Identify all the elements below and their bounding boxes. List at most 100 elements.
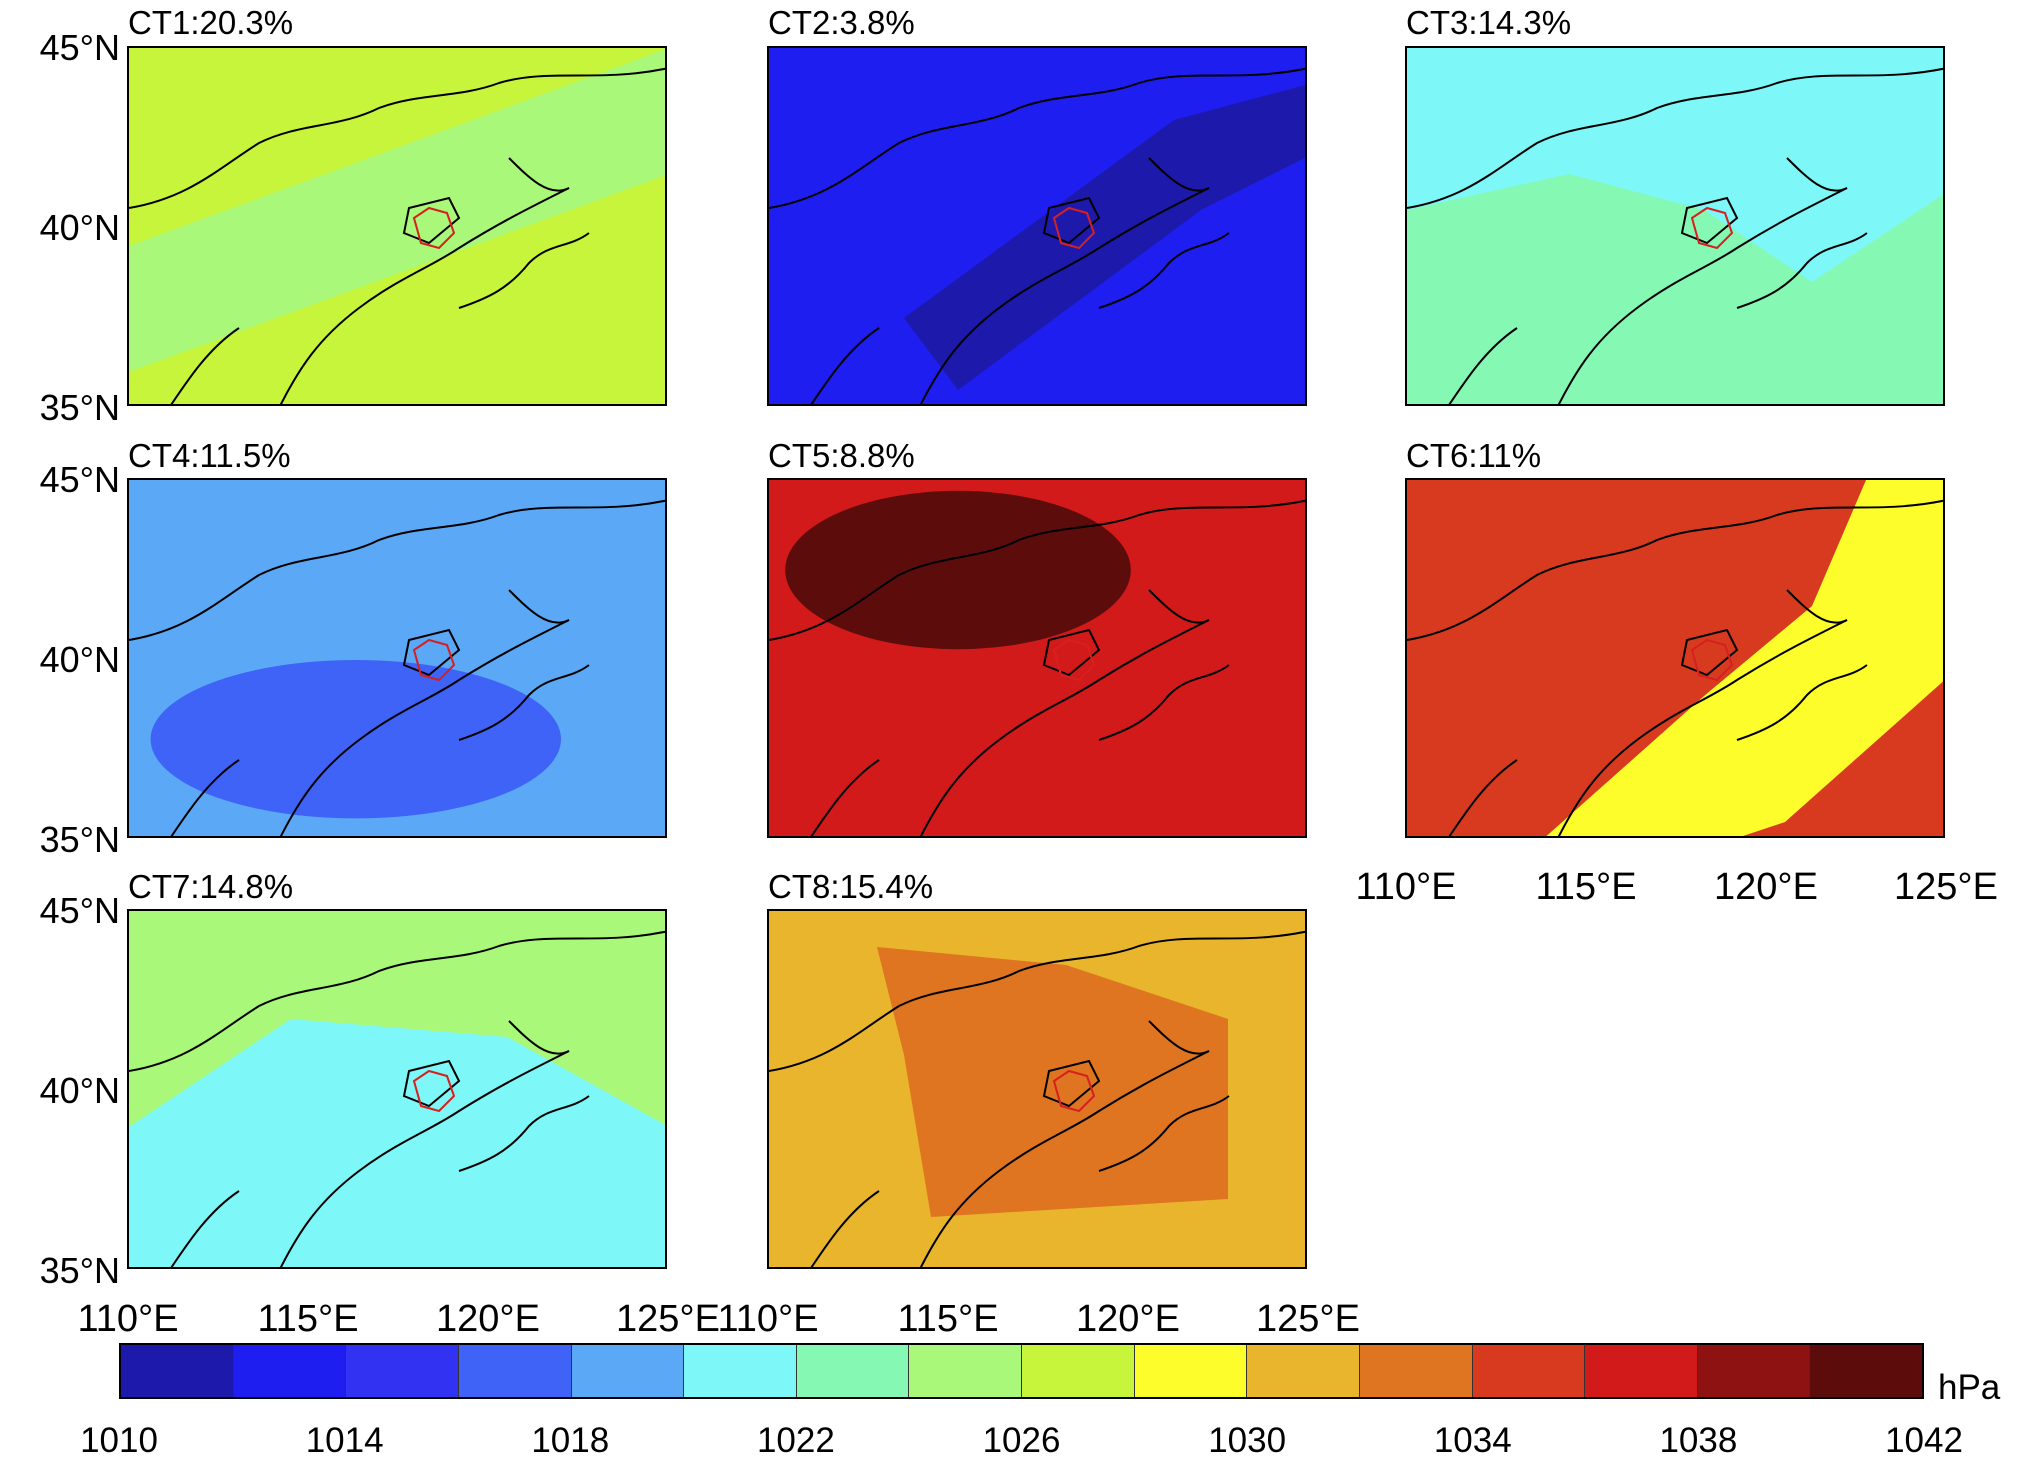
panel-title-ct1: CT1:20.3% [128,4,294,41]
x-tick-label: 110°E [717,1298,819,1340]
colorbar-swatch [1697,1345,1811,1397]
colorbar-swatch [346,1345,459,1397]
x-tick-label: 120°E [436,1298,540,1340]
pressure-fill-secondary [150,660,561,819]
x-tick-label: 120°E [1076,1298,1180,1340]
pressure-fill-secondary [1546,480,1943,836]
map-panel-ct5 [767,478,1307,838]
boundary-line [129,499,665,836]
colorbar-swatch [1810,1345,1922,1397]
boundary-line [769,930,1305,1267]
beijing-boundary [1052,638,1096,682]
boundary-line [1448,157,1868,404]
boundary-line [810,157,1230,404]
beijing-boundary [412,206,456,250]
pressure-field-svg [769,48,1305,404]
pressure-field-svg [129,911,665,1267]
y-tick-label: 40°N [39,207,120,248]
y-tick-label: 45°N [39,459,120,500]
panel-title-ct2: CT2:3.8% [768,4,915,41]
pressure-fill-secondary [129,49,665,372]
pressure-fill-secondary [785,490,1131,650]
colorbar-swatch [121,1345,234,1397]
colorbar-tick-label: 1014 [305,1421,384,1460]
boundary-line [769,67,1305,404]
colorbar-tick-label: 1030 [1208,1421,1287,1460]
boundary-line [769,499,1305,836]
beijing-boundary [1052,1069,1096,1113]
x-tick-label: 110°E [77,1298,179,1340]
colorbar-swatch [1247,1345,1360,1397]
colorbar-swatch [909,1345,1022,1397]
x-tick-label: 120°E [1714,866,1818,908]
y-tick-label: 35°N [39,387,120,428]
colorbar-tick-label: 1042 [1885,1421,1963,1460]
colorbar-swatch [796,1345,910,1397]
boundary-line [129,930,665,1267]
map-panel-ct6 [1405,478,1945,838]
colorbar-swatch [684,1345,797,1397]
colorbar-tick-label: 1026 [982,1421,1061,1460]
map-panel-ct4 [127,478,667,838]
map-panel-ct1 [127,46,667,406]
beijing-boundary [1052,206,1096,250]
colorbar [119,1343,1924,1399]
x-tick-label: 125°E [1256,1298,1360,1340]
panel-title-ct6: CT6:11% [1406,437,1542,474]
map-panel-ct7 [127,909,667,1269]
panel-title-ct5: CT5:8.8% [768,437,915,474]
x-tick-label: 115°E [1535,866,1637,908]
colorbar-tick-label: 1010 [80,1421,158,1460]
pressure-field-svg [1407,480,1943,836]
colorbar-swatch [458,1345,572,1397]
boundary-line [170,589,590,836]
panel-title-ct8: CT8:15.4% [768,868,934,905]
boundary-line [1407,499,1943,836]
boundary-line [1448,589,1868,836]
pressure-field-svg [129,480,665,836]
boundary-line [170,1020,590,1267]
y-tick-label: 40°N [39,639,120,680]
pressure-fill-secondary [904,85,1305,390]
y-tick-label: 45°N [39,890,120,931]
panel-title-ct4: CT4:11.5% [128,437,291,474]
y-tick-label: 40°N [39,1070,120,1111]
map-panel-ct2 [767,46,1307,406]
colorbar-swatch [1134,1345,1248,1397]
colorbar-tick-label: 1018 [531,1421,610,1460]
pressure-field-svg [1407,48,1943,404]
pressure-field-svg [129,48,665,404]
panel-title-ct7: CT7:14.8% [128,868,294,905]
x-tick-label: 115°E [257,1298,359,1340]
boundary-line [810,589,1230,836]
panel-title-ct3: CT3:14.3% [1406,4,1572,41]
boundary-line [1407,67,1943,404]
boundary-line [170,157,590,404]
x-tick-label: 115°E [897,1298,999,1340]
pressure-fill-secondary [877,947,1228,1217]
x-tick-label: 125°E [1894,866,1998,908]
colorbar-tick-label: 1034 [1433,1421,1512,1460]
beijing-boundary [1690,638,1734,682]
colorbar-tick-label: 1038 [1659,1421,1738,1460]
pressure-fill-secondary [1407,174,1943,404]
colorbar-unit: hPa [1938,1368,2001,1407]
y-tick-label: 45°N [39,27,120,68]
pressure-fill-secondary [129,1019,665,1267]
colorbar-swatch [1585,1345,1698,1397]
beijing-boundary [1690,206,1734,250]
y-tick-label: 35°N [39,1250,120,1291]
colorbar-swatch [233,1345,347,1397]
colorbar-swatch [571,1345,685,1397]
x-tick-label: 125°E [616,1298,720,1340]
colorbar-tick-label: 1022 [756,1421,835,1460]
colorbar-swatch [1359,1345,1473,1397]
pressure-field-svg [769,480,1305,836]
boundary-line [129,67,665,404]
colorbar-swatch [1022,1345,1135,1397]
map-panel-ct8 [767,909,1307,1269]
y-tick-label: 35°N [39,819,120,860]
colorbar-swatch [1472,1345,1586,1397]
map-panel-ct3 [1405,46,1945,406]
beijing-boundary [412,1069,456,1113]
